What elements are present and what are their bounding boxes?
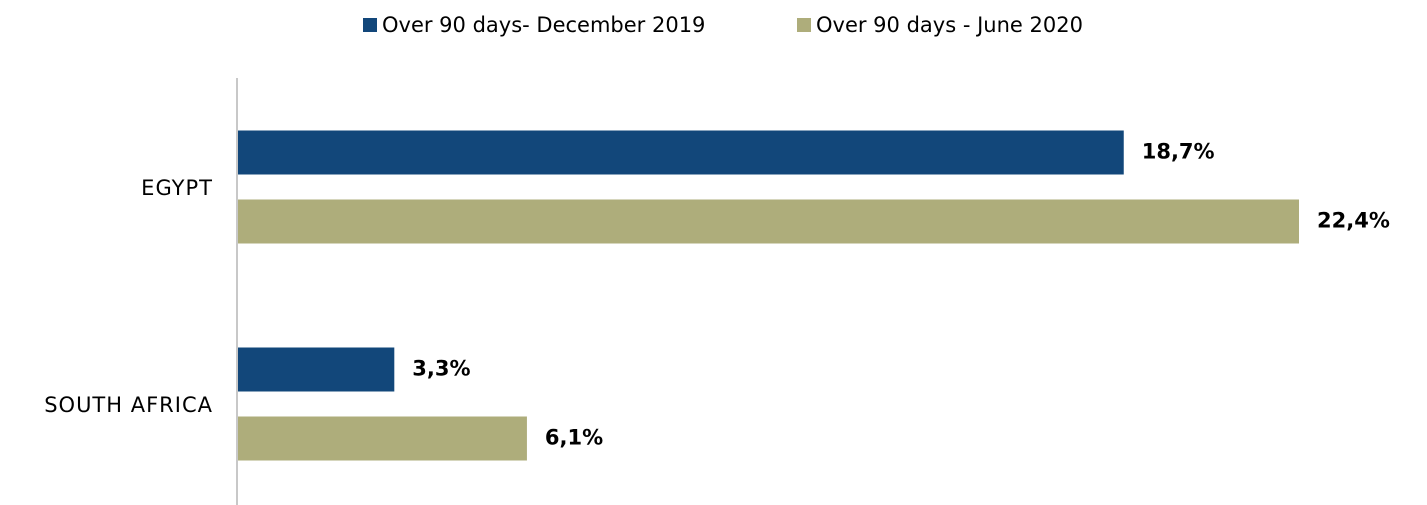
value-label: 22,4% (1317, 209, 1390, 233)
bar (238, 130, 1124, 175)
y-tick-label: EGYPT (141, 176, 213, 200)
bar (238, 199, 1299, 244)
value-label: 3,3% (412, 357, 470, 381)
legend-swatch (363, 18, 377, 32)
legend-label: Over 90 days- December 2019 (382, 13, 705, 37)
legend-label: Over 90 days - June 2020 (816, 13, 1083, 37)
bar (238, 347, 395, 392)
y-tick-label: SOUTH AFRICA (44, 393, 213, 417)
legend-swatch (797, 18, 811, 32)
value-label: 6,1% (545, 426, 603, 450)
bar (238, 416, 527, 461)
value-label: 18,7% (1142, 140, 1215, 164)
